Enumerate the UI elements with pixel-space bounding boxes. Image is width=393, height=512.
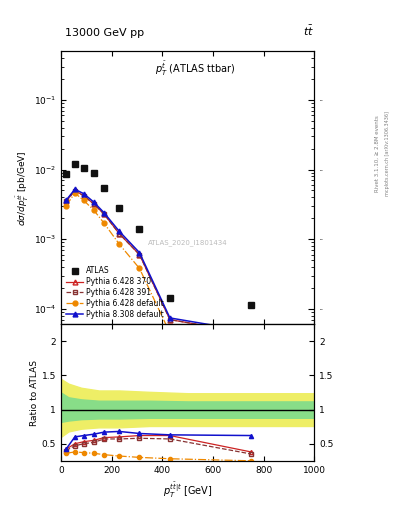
- Pythia 6.428 370: [92, 201, 96, 207]
- ATLAS: [64, 172, 68, 178]
- Pythia 6.428 391: [72, 188, 77, 194]
- Pythia 6.428 370: [167, 316, 172, 323]
- Pythia 6.428 391: [81, 193, 86, 199]
- Pythia 8.308 default: [167, 315, 172, 321]
- ATLAS: [92, 169, 96, 176]
- Pythia 6.428 default: [92, 207, 96, 214]
- Pythia 8.308 default: [137, 249, 142, 255]
- Line: ATLAS: ATLAS: [63, 161, 254, 307]
- Pythia 6.428 370: [102, 211, 107, 217]
- Pythia 6.428 370: [137, 251, 142, 258]
- ATLAS: [117, 205, 121, 211]
- Pythia 6.428 default: [167, 330, 172, 336]
- Pythia 8.308 default: [72, 186, 77, 193]
- Y-axis label: Ratio to ATLAS: Ratio to ATLAS: [30, 359, 39, 425]
- Line: Pythia 8.308 default: Pythia 8.308 default: [64, 187, 253, 334]
- Pythia 6.428 391: [167, 316, 172, 323]
- Pythia 6.428 default: [72, 190, 77, 196]
- ATLAS: [81, 165, 86, 171]
- Line: Pythia 6.428 370: Pythia 6.428 370: [64, 188, 253, 336]
- Y-axis label: $d\sigma/dp_T^{t\bar{t}}$ [pb/GeV]: $d\sigma/dp_T^{t\bar{t}}$ [pb/GeV]: [15, 150, 31, 226]
- Pythia 8.308 default: [249, 329, 253, 335]
- Text: ATLAS_2020_I1801434: ATLAS_2020_I1801434: [148, 239, 228, 246]
- Text: Rivet 3.1.10, ≥ 2.8M events: Rivet 3.1.10, ≥ 2.8M events: [375, 115, 380, 192]
- Pythia 6.428 391: [64, 198, 68, 204]
- ATLAS: [72, 161, 77, 167]
- Pythia 6.428 370: [117, 230, 121, 237]
- Pythia 6.428 391: [117, 230, 121, 237]
- ATLAS: [137, 226, 142, 232]
- Pythia 6.428 370: [81, 193, 86, 199]
- Pythia 6.428 391: [102, 211, 107, 217]
- Pythia 6.428 default: [64, 203, 68, 209]
- Pythia 8.308 default: [92, 199, 96, 205]
- Line: Pythia 6.428 default: Pythia 6.428 default: [64, 190, 253, 347]
- Pythia 6.428 default: [137, 265, 142, 271]
- ATLAS: [167, 294, 172, 301]
- Pythia 8.308 default: [81, 190, 86, 197]
- Pythia 6.428 default: [81, 197, 86, 203]
- Pythia 8.308 default: [64, 197, 68, 203]
- Pythia 6.428 default: [102, 220, 107, 226]
- Pythia 6.428 370: [249, 331, 253, 337]
- Text: $t\bar{t}$: $t\bar{t}$: [303, 24, 314, 38]
- Text: 13000 GeV pp: 13000 GeV pp: [65, 28, 144, 38]
- Pythia 6.428 default: [117, 241, 121, 247]
- Pythia 8.308 default: [102, 209, 107, 216]
- Legend: ATLAS, Pythia 6.428 370, Pythia 6.428 391, Pythia 6.428 default, Pythia 8.308 de: ATLAS, Pythia 6.428 370, Pythia 6.428 39…: [65, 265, 165, 321]
- Text: $p_T^{\bar{t}}$ (ATLAS ttbar): $p_T^{\bar{t}}$ (ATLAS ttbar): [155, 59, 235, 78]
- ATLAS: [249, 302, 253, 308]
- ATLAS: [102, 184, 107, 190]
- Line: Pythia 6.428 391: Pythia 6.428 391: [64, 188, 253, 336]
- Pythia 6.428 391: [249, 331, 253, 337]
- Text: mcplots.cern.ch [arXiv:1306.3436]: mcplots.cern.ch [arXiv:1306.3436]: [385, 111, 389, 196]
- Pythia 8.308 default: [117, 228, 121, 234]
- Pythia 6.428 391: [92, 201, 96, 207]
- Pythia 6.428 370: [64, 198, 68, 204]
- Pythia 6.428 370: [72, 187, 77, 194]
- Pythia 6.428 default: [249, 341, 253, 347]
- X-axis label: $p^{t\bar{t}|t}_T$ [GeV]: $p^{t\bar{t}|t}_T$ [GeV]: [163, 480, 212, 500]
- Pythia 6.428 391: [137, 251, 142, 258]
